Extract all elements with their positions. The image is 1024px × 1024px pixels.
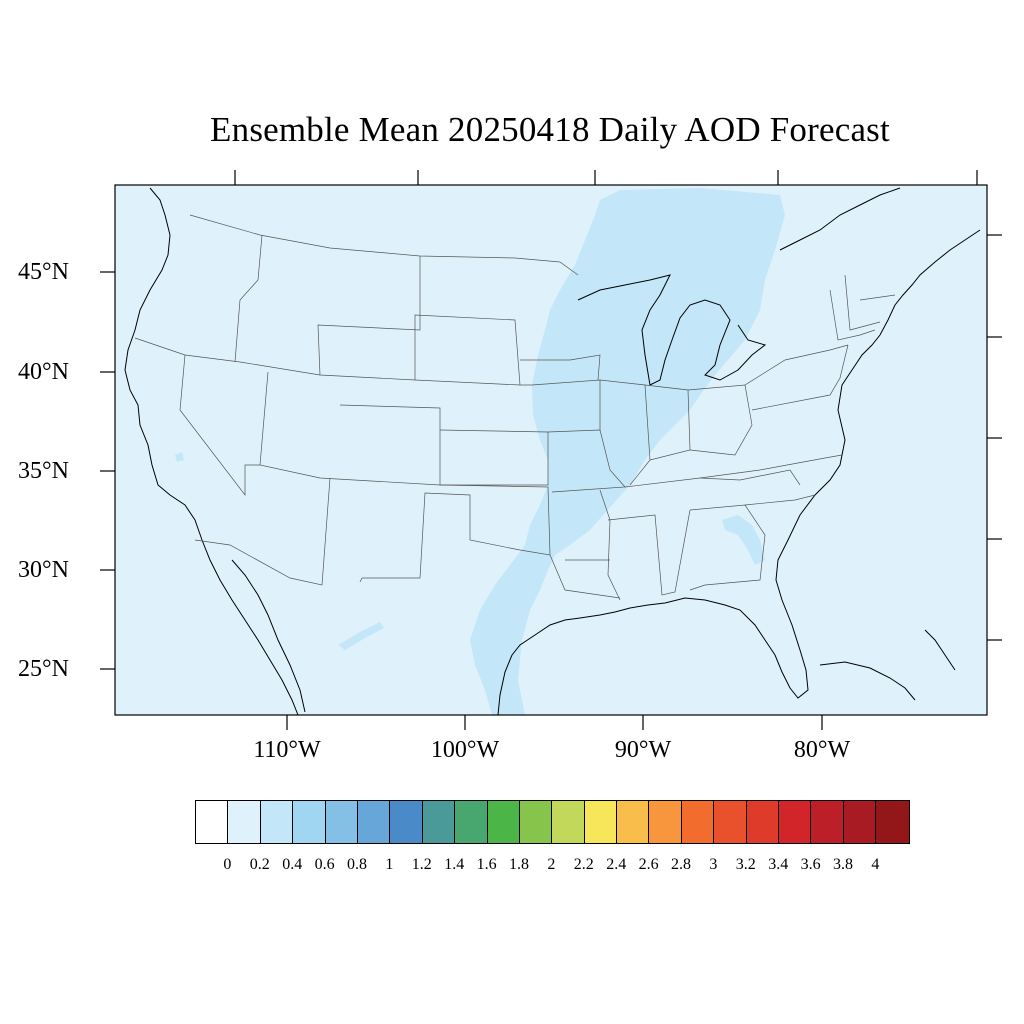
colorbar-swatch: [681, 801, 715, 843]
colorbar-swatch: [228, 801, 261, 843]
aod-plume: [175, 188, 785, 715]
lon-label-80w: 80°W: [793, 737, 851, 763]
colorbar-tick-label: 0: [223, 856, 232, 873]
great-lakes: [577, 274, 767, 386]
bahamas: [924, 629, 956, 671]
colorbar-swatch: [325, 801, 358, 843]
map-title: Ensemble Mean 20250418 Daily AOD Forecas…: [210, 110, 890, 149]
west-coast: [124, 187, 203, 541]
colorbar-tick-label: 1.2: [411, 856, 432, 873]
plume-ca: [175, 452, 184, 462]
coastline: [124, 187, 981, 716]
cuba: [819, 661, 916, 701]
colorbar-swatch: [455, 801, 488, 843]
canada-east: [779, 187, 901, 251]
colorbar-tick-label: 1.4: [444, 856, 465, 873]
colorbar-tick-label: 1: [385, 856, 394, 873]
colorbar-swatch: [584, 801, 618, 843]
plume-georgia: [722, 515, 765, 565]
colorbar-tick-label: 4: [871, 856, 880, 873]
lon-label-90w: 90°W: [614, 737, 672, 763]
colorbar-tick-label: 2.8: [671, 856, 691, 873]
colorbar-tick-label: 1.6: [476, 856, 497, 873]
colorbar-swatch: [422, 801, 456, 843]
colorbar-tick-label: 3.8: [833, 856, 853, 873]
colorbar-swatch: [746, 801, 780, 843]
lat-label-25n: 25°N: [18, 656, 69, 682]
colorbar-swatch: [811, 801, 844, 843]
axis-ticks: [100, 170, 1002, 730]
colorbar-tick-label: 2.2: [573, 856, 594, 873]
colorbar-swatch: [196, 801, 229, 843]
colorbar-swatch: [843, 801, 877, 843]
colorbar-swatch: [487, 801, 520, 843]
colorbar-tick-label: 2.6: [638, 856, 659, 873]
colorbar-swatch: [714, 801, 747, 843]
colorbar-tick-label: 3.2: [735, 856, 756, 873]
colorbar-swatch: [293, 801, 326, 843]
colorbar-tick-label: 3.6: [800, 856, 821, 873]
colorbar-tick-label: 3.4: [768, 856, 789, 873]
colorbar-tick-label: 0.2: [249, 856, 270, 873]
colorbar-tick-label: 0.8: [347, 856, 367, 873]
lat-label-30n: 30°N: [18, 557, 69, 583]
colorbar-swatch: [649, 801, 682, 843]
colorbar-swatch: [390, 801, 423, 843]
lon-label-110w: 110°W: [253, 737, 321, 763]
baja: [201, 539, 299, 716]
state-boundaries: [134, 214, 896, 601]
colorbar-tick-label: 0.6: [314, 856, 335, 873]
colorbar-tick-label: 1.8: [509, 856, 529, 873]
colorbar-tick-label: 3: [709, 856, 718, 873]
colorbar-swatch: [552, 801, 585, 843]
colorbar-swatch: [357, 801, 391, 843]
lat-label-45n: 45°N: [18, 259, 69, 285]
colorbar-swatch: [617, 801, 650, 843]
lat-label-40n: 40°N: [18, 359, 69, 385]
lon-label-100w: 100°W: [430, 737, 500, 763]
map-frame: [114, 184, 988, 716]
colorbar: [195, 800, 910, 844]
gulf-of-california: [231, 559, 306, 713]
plume-main: [470, 188, 785, 715]
colorbar-swatch: [779, 801, 812, 843]
colorbar-swatch: [519, 801, 553, 843]
colorbar-swatch: [876, 801, 909, 843]
colorbar-tick-label: 2.4: [606, 856, 627, 873]
lat-label-35n: 35°N: [18, 458, 69, 484]
colorbar-swatch: [260, 801, 294, 843]
plume-gulf: [338, 622, 384, 650]
colorbar-tick-label: 2: [547, 856, 556, 873]
mexico-gulf-coast: [497, 229, 981, 716]
colorbar-tick-label: 0.4: [282, 856, 303, 873]
